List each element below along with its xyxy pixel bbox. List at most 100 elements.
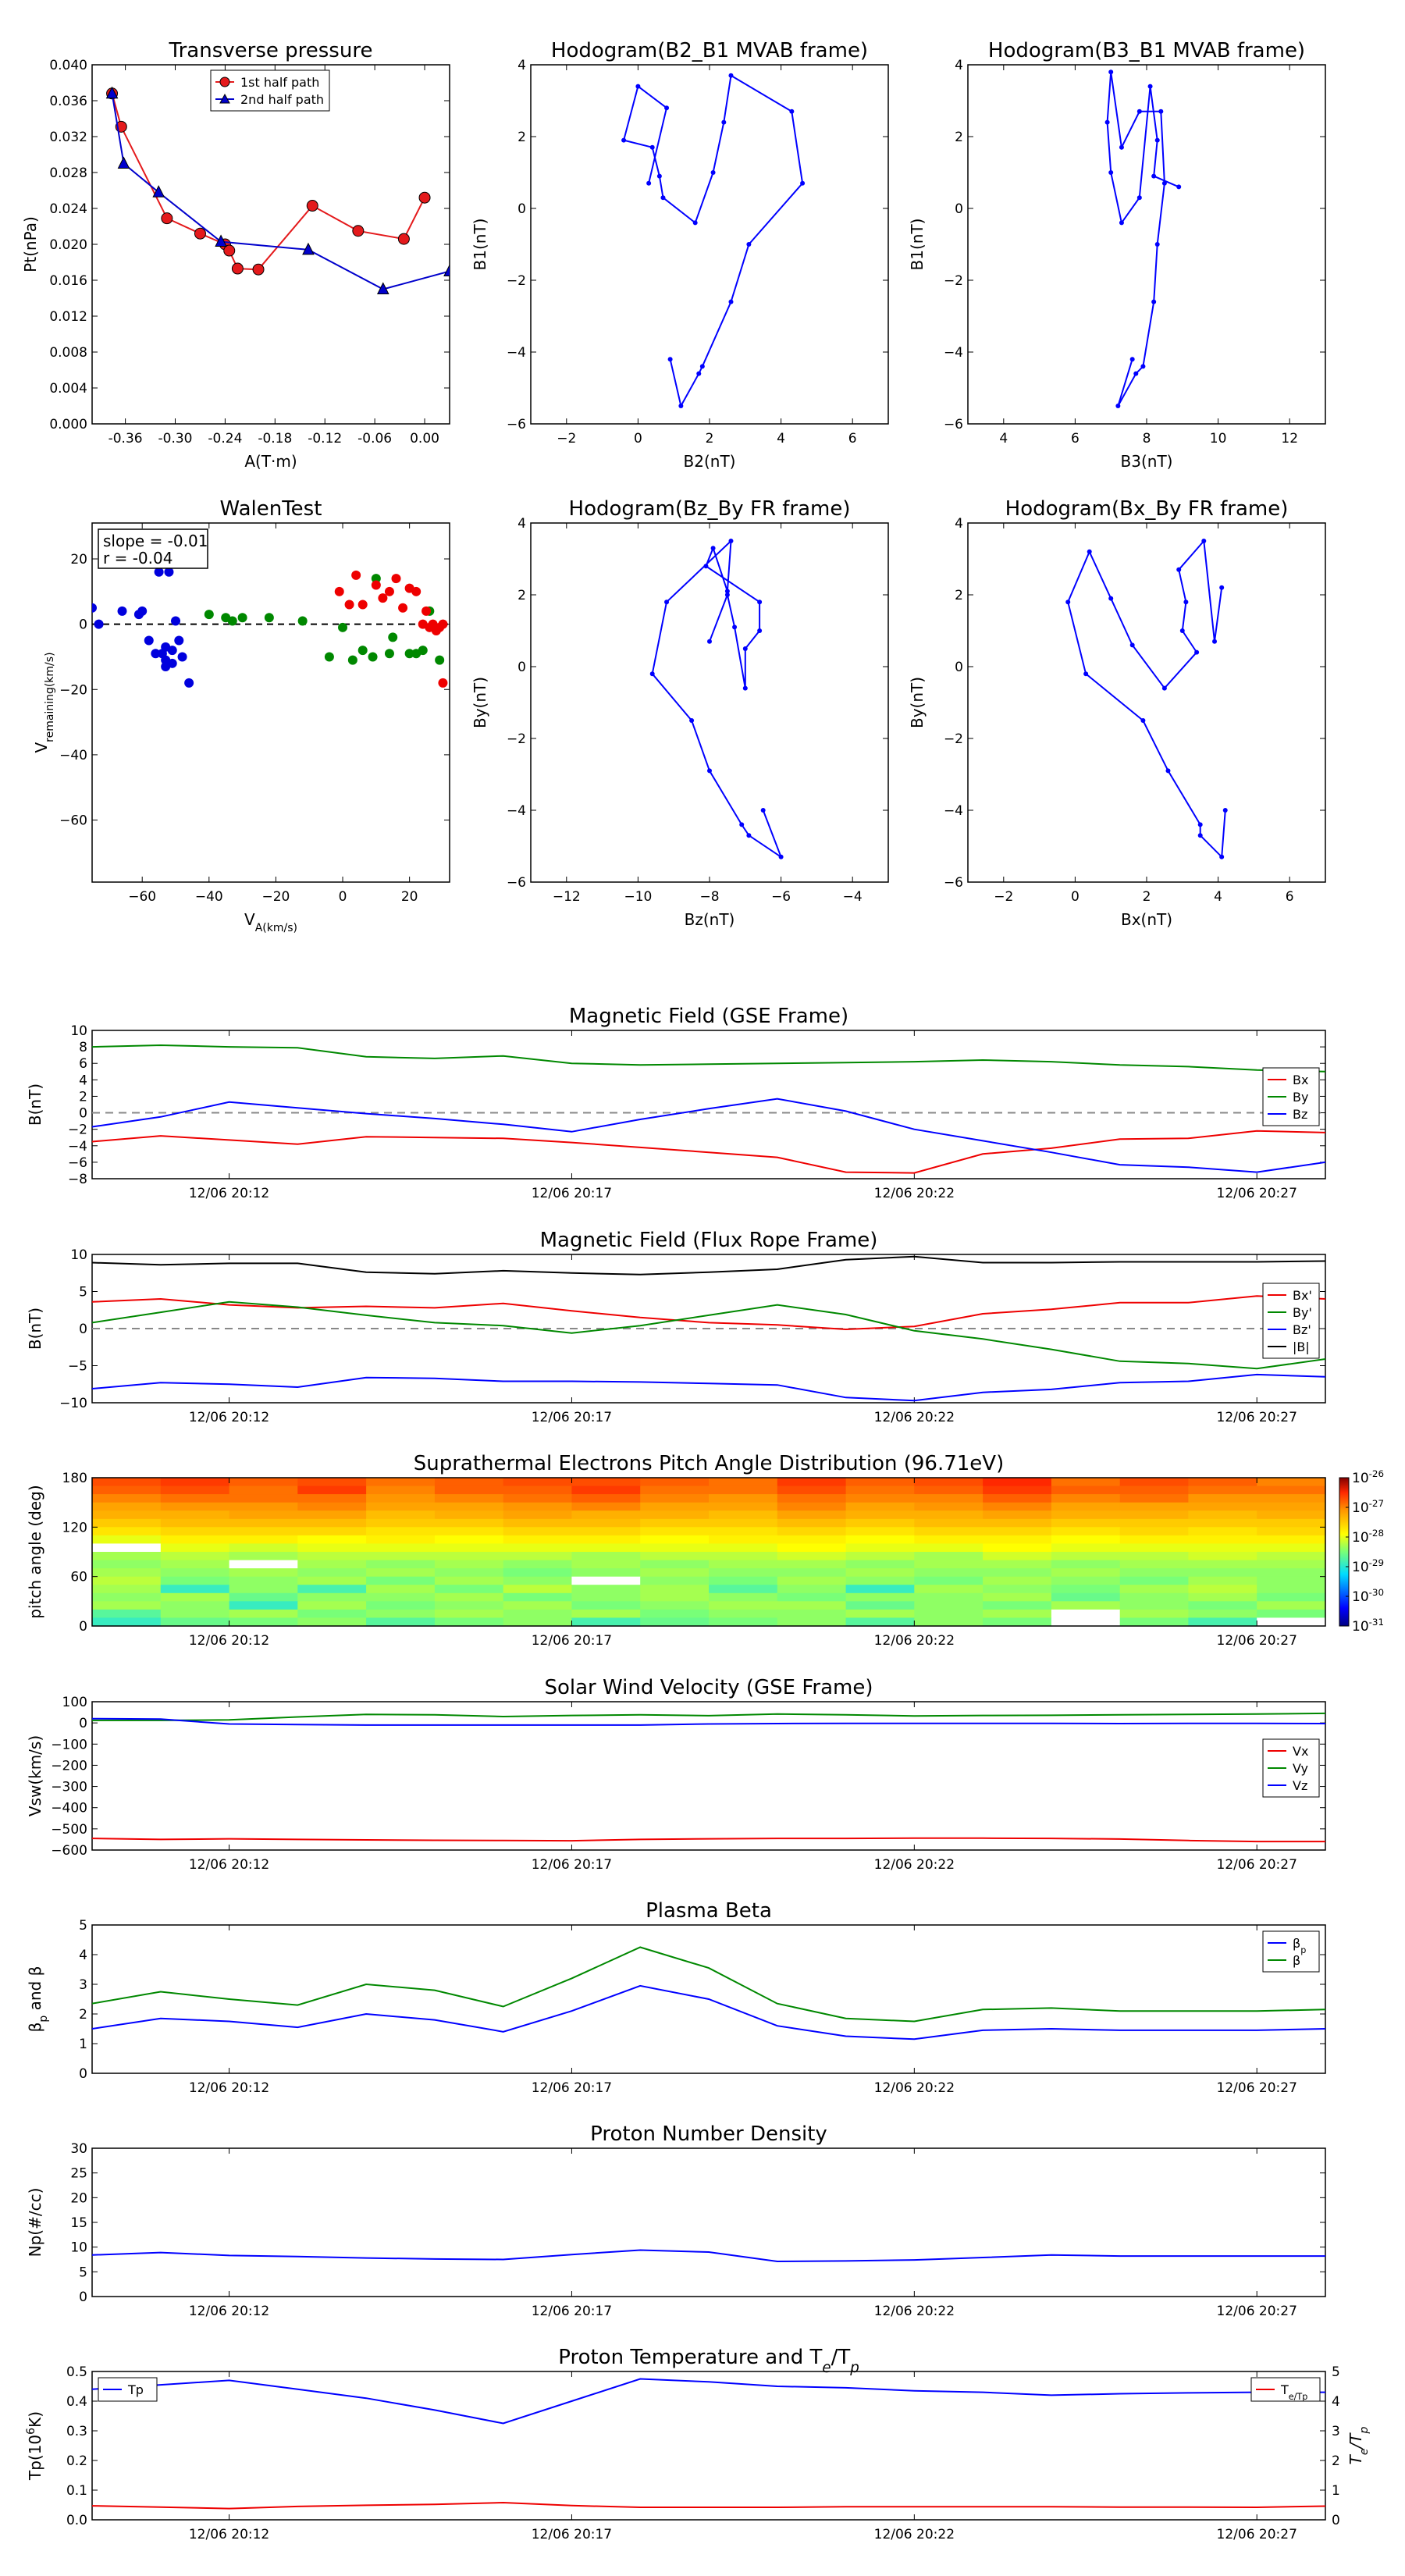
heatmap-cell [160, 1543, 230, 1553]
hodogram-point [732, 624, 738, 630]
heatmap-cell [640, 1592, 710, 1602]
hodogram-point [1151, 173, 1157, 179]
colorbar-label-base: 10 [1352, 1589, 1369, 1605]
heatmap-cell [1257, 1609, 1326, 1619]
y-tick-label: −6 [944, 875, 963, 891]
heatmap-cell [434, 1552, 504, 1561]
axes-frame [91, 1924, 1326, 2074]
hodogram-point [1222, 808, 1228, 813]
heatmap-cell [229, 1568, 298, 1578]
y-axis-label: βp and β [26, 1966, 50, 2033]
scatter-point [378, 593, 388, 603]
y-tick-label: −400 [51, 1801, 87, 1816]
heatmap-cell [845, 1535, 915, 1545]
heatmap-cell [709, 1601, 778, 1610]
scatter-point [174, 635, 184, 646]
heatmap-cell [503, 1585, 573, 1594]
heatmap-cell [709, 1609, 778, 1619]
x-tick-label: 12/06 20:12 [189, 2080, 269, 2096]
colorbar-label-base: 10 [1352, 1560, 1369, 1575]
hodogram-point [1179, 628, 1185, 633]
heatmap-cell [160, 1585, 230, 1594]
hodogram-point [649, 144, 655, 150]
series-line-β [92, 1946, 1325, 2023]
y-tick-label: 6 [79, 1056, 87, 1072]
y-axis-label-sub: remaining(km/s) [44, 652, 56, 742]
hodogram-point [621, 137, 627, 143]
heatmap-cell [503, 1535, 573, 1545]
heatmap-cell [914, 1518, 984, 1528]
heatmap-cell [709, 1510, 778, 1520]
y-axis-label: Np(#/cc) [26, 2188, 44, 2258]
heatmap-cell [1119, 1543, 1190, 1553]
heatmap-cell [1051, 1485, 1121, 1495]
y-tick-label: 0.040 [49, 58, 87, 73]
colorbar-label-exp: -27 [1369, 1498, 1384, 1509]
x-tick-label: 12/06 20:22 [874, 1410, 955, 1425]
heatmap-cell [503, 1568, 573, 1578]
x-tick-label: 6 [1286, 889, 1294, 905]
heatmap-cell [1051, 1617, 1121, 1627]
colorbar-label: 10-29 [1352, 1557, 1384, 1575]
heatmap-cell [1257, 1552, 1326, 1561]
y-tick-label: 180 [62, 1471, 87, 1486]
data-point [231, 262, 244, 275]
heatmap-cell [1051, 1510, 1121, 1520]
scatter-point [264, 613, 274, 623]
y-tick-label: 0 [955, 201, 963, 217]
x-tick-label: −10 [624, 889, 652, 905]
heatmap-cell [297, 1527, 367, 1536]
heatmap-cell [777, 1560, 847, 1569]
y-tick-label: 5 [79, 1285, 87, 1300]
ylabel-right-sub: e [1358, 2449, 1371, 2456]
x-tick-label: 12/06 20:12 [189, 1410, 269, 1425]
colorbar-label: 10-26 [1352, 1468, 1384, 1486]
x-axis-label-sub: A(km/s) [255, 922, 297, 934]
y-tick-label: 2 [79, 1089, 87, 1105]
scatter-point [357, 646, 368, 656]
colorbar [1339, 1477, 1350, 1627]
heatmap-cell [1188, 1609, 1257, 1619]
axes-frame [91, 1701, 1326, 1851]
heatmap-cell [1051, 1576, 1121, 1585]
scatter-point [398, 603, 408, 613]
heatmap-cell [777, 1585, 847, 1594]
y-tick-label: 2 [955, 588, 963, 603]
y-tick-label: 5 [79, 2265, 87, 2280]
heatmap-cell [229, 1478, 298, 1487]
heatmap-cell [297, 1494, 367, 1503]
hodogram-point [728, 539, 734, 543]
y-tick-label: −600 [51, 1843, 87, 1859]
y-tick-label: 0.024 [49, 201, 87, 217]
scatter-point [338, 622, 348, 632]
y-tick-label: −6 [944, 417, 963, 432]
heatmap-cell [571, 1478, 641, 1487]
heatmap-cell [777, 1518, 847, 1528]
heatmap-cell [434, 1617, 504, 1627]
heatmap-cell [571, 1552, 641, 1561]
heatmap-cell [92, 1568, 162, 1578]
series-line-te-tp [92, 2501, 1325, 2510]
heatmap-cell [777, 1502, 847, 1511]
y-axis-label: B(nT) [26, 1083, 44, 1126]
heatmap-cell [1257, 1576, 1326, 1585]
heatmap-cell [366, 1510, 436, 1520]
heatmap-cell [229, 1518, 298, 1528]
heatmap-cell [160, 1568, 230, 1578]
legend-label: Bz' [1293, 1322, 1311, 1337]
panel-title: Hodogram(B2_B1 MVAB frame) [551, 39, 868, 62]
ylabel-beta-sub: p [37, 2016, 50, 2023]
heatmap-cell [983, 1585, 1052, 1594]
heatmap-cell [640, 1568, 710, 1578]
heatmap-cell [1257, 1535, 1326, 1545]
heatmap-cell [297, 1485, 367, 1495]
legend-label: Bx [1293, 1073, 1308, 1087]
heatmap-cell [640, 1543, 710, 1553]
hodogram-point [1161, 180, 1167, 186]
heatmap-cell [92, 1601, 162, 1610]
title-part: /T [831, 2346, 851, 2369]
heatmap-cell [845, 1552, 915, 1561]
heatmap-cell [914, 1576, 984, 1585]
series-line-Bx' [92, 1295, 1325, 1331]
y-axis-label: B1(nT) [908, 219, 927, 271]
